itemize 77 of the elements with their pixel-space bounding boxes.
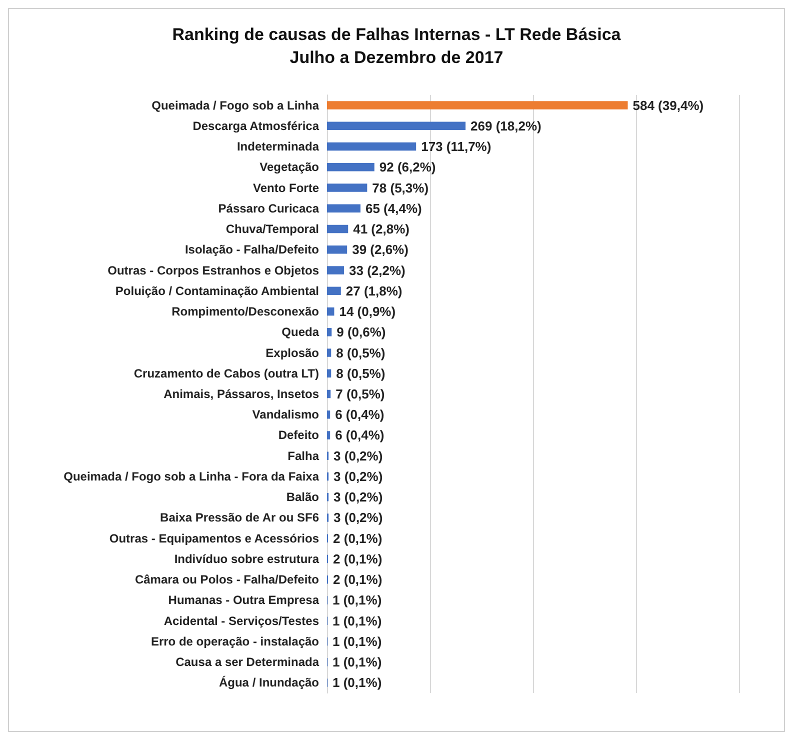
data-label: 1 (0,1%): [332, 675, 382, 690]
bar: [327, 122, 466, 130]
data-label: 2 (0,1%): [333, 572, 382, 588]
chart-subtitle: Julho a Dezembro de 2017: [290, 48, 504, 67]
y-tick-label: Indivíduo sobre estrutura: [174, 552, 320, 566]
chart-title: Ranking de causas de Falhas Internas - LT Rede Básica: [172, 25, 622, 44]
y-tick-label: Poluição / Contaminação Ambiental: [115, 284, 319, 298]
y-tick-label: Indeterminada: [236, 140, 320, 154]
bar: [327, 369, 332, 378]
y-tick-label: Chuva/Temporal: [226, 222, 319, 236]
data-label: 8 (0,5%): [336, 345, 386, 360]
y-tick-label: Balão: [286, 490, 319, 504]
data-label: 3 (0,2%): [334, 490, 383, 505]
y-tick-label: Baixa Pressão de Ar ou SF6: [160, 510, 320, 525]
bar: [327, 328, 332, 336]
bar: [327, 266, 344, 274]
y-tick-label: Outras - Equipamentos e Acessórios: [109, 531, 320, 546]
bar: [327, 163, 374, 172]
data-label: 39 (2,6%): [352, 242, 408, 258]
data-label: 78 (5,3%): [372, 180, 429, 196]
data-label: 27 (1,8%): [346, 283, 402, 298]
y-tick-label: Queimada / Fogo sob a Linha - Fora da Faixa: [64, 469, 320, 484]
y-tick-label: Descarga Atmosférica: [192, 118, 320, 133]
data-label: 3 (0,2%): [334, 448, 383, 464]
y-tick-label: Falha: [288, 448, 320, 463]
bar: [327, 390, 331, 398]
data-label: 584 (39,4%): [632, 98, 704, 113]
data-label: 1 (0,1%): [332, 634, 382, 649]
y-tick-label: Água / Inundação: [218, 676, 319, 690]
y-tick-label: Erro de operação - instalação: [150, 634, 319, 648]
y-tick-label: Humanas - Outra Empresa: [168, 593, 320, 608]
bar: [327, 101, 628, 110]
data-label: 6 (0,4%): [335, 428, 384, 443]
y-tick-label: Defeito: [278, 428, 319, 442]
bar: [327, 431, 330, 440]
data-label: 33 (2,2%): [348, 262, 406, 278]
y-tick-label: Pássaro Curicaca: [218, 201, 320, 216]
bar: [327, 224, 348, 234]
y-tick-label: Queimada / Fogo sob a Linha: [152, 98, 320, 112]
bar: [327, 307, 334, 316]
bar: [327, 142, 416, 151]
y-tick-label: Animais, Pássaros, Insetos: [164, 387, 320, 401]
data-label: 2 (0,1%): [333, 551, 382, 566]
data-label: 2 (0,1%): [333, 530, 382, 546]
y-tick-label: Outras - Corpos Estranhos e Objetos: [108, 263, 320, 278]
data-label: 9 (0,6%): [336, 324, 386, 340]
bar: [327, 204, 360, 213]
bar: [327, 348, 332, 357]
data-label: 41 (2,8%): [353, 222, 410, 237]
y-tick-label: Vegetação: [260, 160, 319, 174]
y-tick-label: Vento Forte: [252, 180, 320, 195]
y-tick-label: Vandalismo: [252, 408, 319, 422]
data-label: 14 (0,9%): [339, 304, 396, 320]
data-label: 1 (0,1%): [332, 592, 382, 608]
y-tick-label: Câmara ou Polos - Falha/Defeito: [134, 572, 319, 587]
data-label: 6 (0,4%): [335, 407, 384, 422]
y-tick-label: Rompimento/Desconexão: [172, 304, 319, 319]
data-label: 173 (11,7%): [421, 139, 492, 154]
bar: [327, 246, 348, 254]
y-tick-label: Isolação - Falha/Defeito: [184, 242, 319, 257]
y-tick-label: Cruzamento de Cabos (outra LT): [134, 366, 319, 380]
y-tick-label: Explosão: [266, 346, 319, 360]
data-label: 3 (0,2%): [334, 510, 383, 526]
data-label: 1 (0,1%): [332, 654, 382, 670]
data-label: 92 (6,2%): [379, 160, 436, 175]
y-tick-label: Acidental - Serviços/Testes: [164, 614, 320, 628]
bar: [327, 184, 368, 192]
y-tick-label: Queda: [282, 325, 320, 340]
data-label: 3 (0,2%): [334, 468, 383, 484]
data-label: 269 (18,2%): [470, 118, 542, 134]
data-label: 1 (0,1%): [332, 613, 382, 628]
data-label: 65 (4,4%): [365, 200, 422, 216]
bar: [327, 286, 341, 296]
y-tick-label: Causa a ser Determinada: [176, 655, 320, 670]
bar: [327, 410, 330, 419]
data-label: 7 (0,5%): [336, 386, 385, 402]
data-label: 8 (0,5%): [336, 366, 386, 381]
